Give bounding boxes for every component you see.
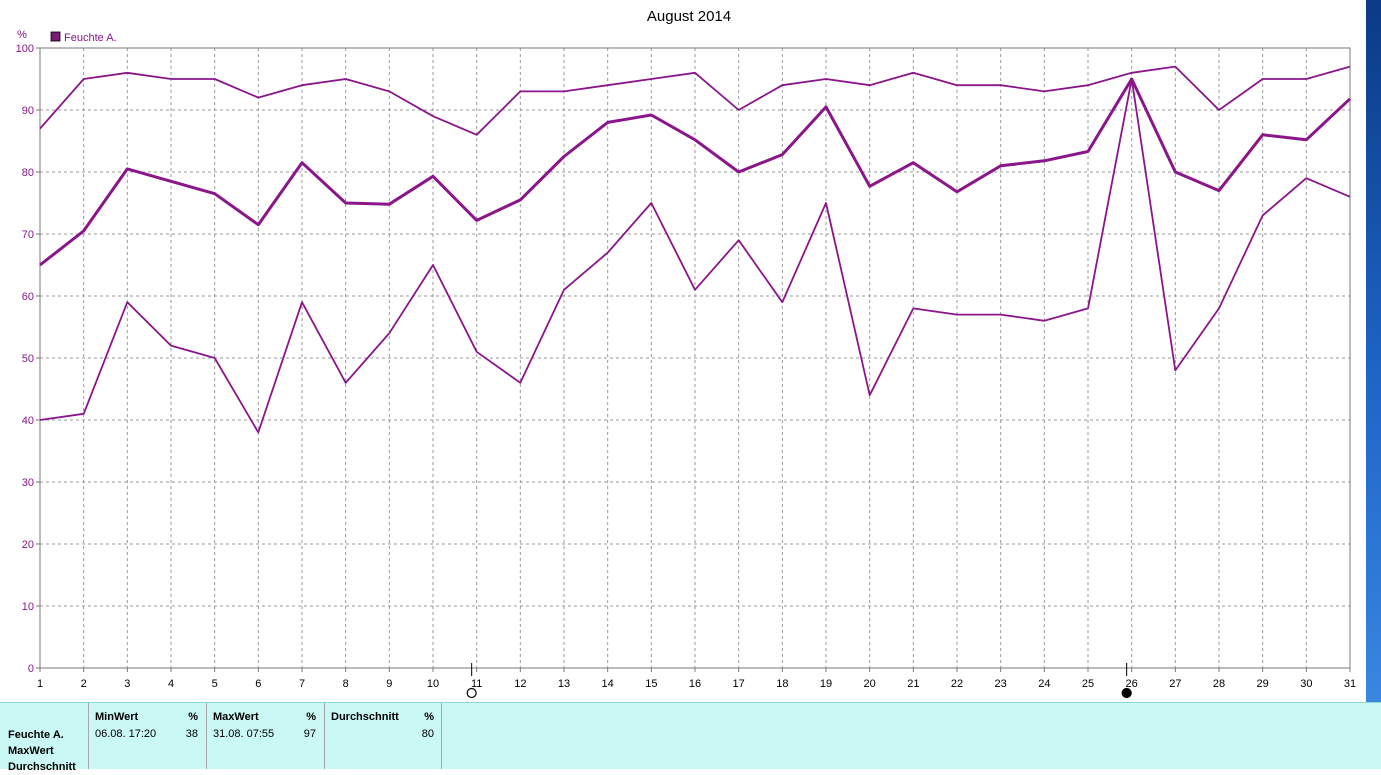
y-tick-label: 80: [22, 167, 34, 179]
x-tick-label: 29: [1257, 678, 1269, 690]
series-line-min: [39, 78, 1351, 434]
stats-column-divider: [441, 703, 442, 769]
legend-swatch: [50, 31, 61, 42]
x-tick-label: 28: [1213, 678, 1225, 690]
stats-column-header: Durchschnitt: [331, 711, 399, 723]
stats-timestamp: 31.08. 07:55: [213, 728, 275, 740]
stats-column-unit: %: [306, 711, 316, 723]
y-axis-ticks: 0 10 20 30 40 50 60 70 80 90 100: [16, 43, 40, 675]
x-tick-label: 23: [995, 678, 1007, 690]
x-tick-label: 31: [1344, 678, 1356, 690]
y-tick-label: 20: [22, 539, 34, 551]
x-tick-label: 19: [820, 678, 832, 690]
x-tick-label: 20: [864, 678, 876, 690]
humidity-chart: August 2014 % Feuchte A. 010203040506070…: [16, 8, 1356, 699]
x-tick-label: 8: [343, 678, 349, 690]
x-tick-label: 15: [645, 678, 657, 690]
x-tick-label: 17: [733, 678, 745, 690]
y-tick-label: 100: [16, 43, 34, 55]
chart-title: August 2014: [647, 8, 731, 25]
legend-label: Feuchte A.: [64, 32, 117, 44]
x-tick-label: 25: [1082, 678, 1094, 690]
y-tick-label: 40: [22, 415, 34, 427]
x-tick-label: 4: [168, 678, 174, 690]
y-tick-label: 50: [22, 353, 34, 365]
full-moon-icon: [1121, 687, 1132, 699]
stats-timestamp: 06.08. 17:20: [95, 728, 157, 740]
x-tick-label: 11: [471, 678, 482, 690]
y-tick-label: 60: [22, 291, 34, 303]
date-markers: [466, 663, 1132, 699]
x-tick-label: 18: [776, 678, 788, 690]
stats-column-header: MaxWert: [213, 711, 259, 723]
y-axis-unit-label: %: [17, 29, 27, 41]
grid-lines: [39, 47, 1351, 669]
stats-column-average: Durchschnitt % 80: [324, 703, 442, 769]
x-tick-label: 26: [1126, 678, 1138, 690]
x-tick-label: 21: [907, 678, 919, 690]
x-tick-label: 22: [951, 678, 963, 690]
stats-row-label: Feuchte A.: [8, 729, 64, 741]
stats-column-max: MaxWert % 31.08. 07:55 97: [206, 703, 324, 769]
x-tick-label: 10: [427, 678, 439, 690]
x-tick-label: 7: [299, 678, 305, 690]
x-tick-label: 6: [255, 678, 261, 690]
y-tick-label: 0: [28, 663, 34, 675]
y-tick-label: 70: [22, 229, 34, 241]
x-tick-label: 24: [1038, 678, 1050, 690]
stats-row-label: Durchschnitt: [8, 761, 76, 773]
stats-column-unit: %: [424, 711, 434, 723]
stats-number: 38: [185, 728, 198, 740]
stats-row-label: MaxWert: [8, 745, 54, 757]
window-edge-strip: [1366, 0, 1381, 702]
x-tick-label: 13: [558, 678, 570, 690]
x-tick-label: 30: [1300, 678, 1312, 690]
x-tick-label: 16: [689, 678, 701, 690]
x-tick-label: 5: [212, 678, 218, 690]
x-tick-label: 14: [602, 678, 614, 690]
stats-column-header: MinWert: [95, 711, 139, 723]
x-tick-label: 9: [386, 678, 392, 690]
series-line-max: [39, 65, 1351, 136]
y-tick-label: 90: [22, 105, 34, 117]
x-tick-label: 2: [81, 678, 87, 690]
x-tick-label: 3: [124, 678, 130, 690]
stats-column-unit: %: [188, 711, 198, 723]
stats-column-min: MinWert % 06.08. 17:20 38: [88, 703, 206, 769]
y-tick-label: 30: [22, 477, 34, 489]
x-tick-label: 1: [37, 678, 43, 690]
statistics-panel: Feuchte A. MaxWert Durchschnitt MinWert …: [0, 702, 1381, 773]
y-tick-label: 10: [22, 601, 34, 613]
x-tick-label: 12: [514, 678, 526, 690]
stats-number: 97: [303, 728, 316, 740]
x-axis-ticks: 1 2 3 4 5 6 7 8 9 10 11 12 13 14 15 16 17 18 19 20 21 22 23 24 2…: [37, 668, 1356, 690]
stats-number: 80: [421, 728, 434, 740]
x-tick-label: 27: [1169, 678, 1181, 690]
new-moon-icon: [466, 687, 477, 699]
series-lines: [39, 65, 1352, 434]
